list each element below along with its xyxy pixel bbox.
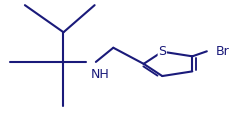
Text: S: S bbox=[158, 45, 166, 58]
Text: NH: NH bbox=[91, 68, 110, 81]
Text: Br: Br bbox=[216, 45, 229, 58]
